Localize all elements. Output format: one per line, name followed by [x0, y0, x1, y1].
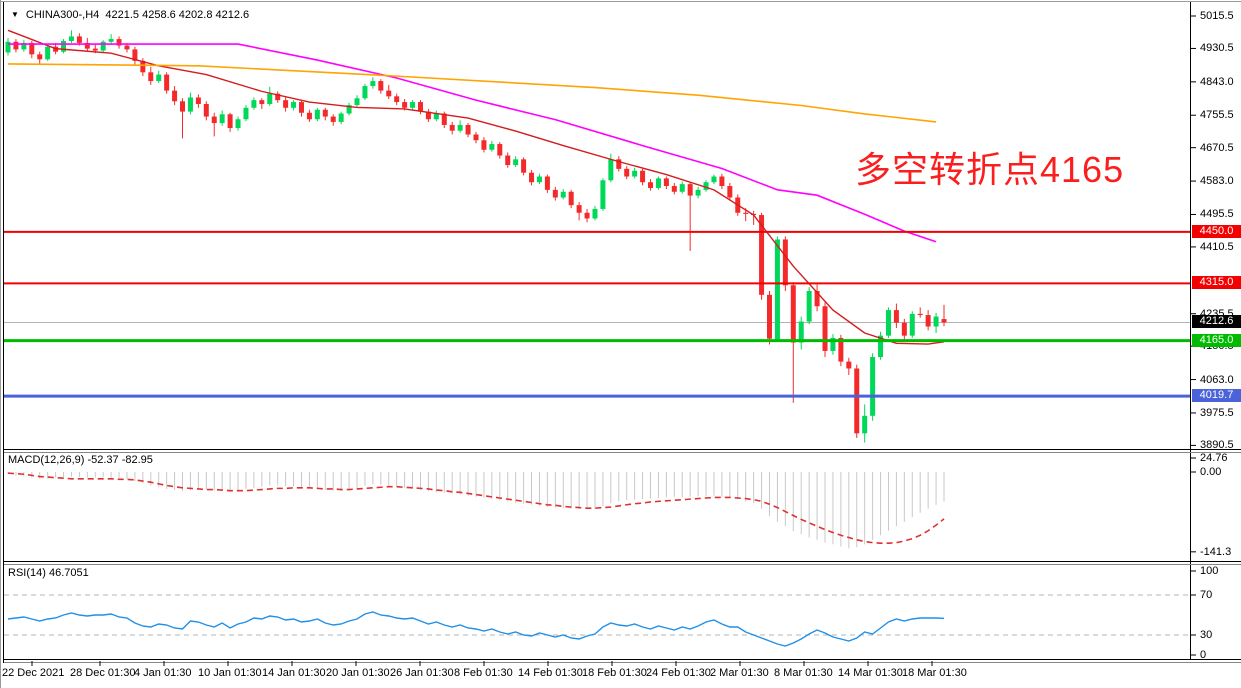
price-tick-label: 4930.5 — [1200, 42, 1234, 55]
price-tick-label: 3890.5 — [1200, 439, 1234, 452]
current-price-badge: 4212.6 — [1192, 315, 1241, 329]
price-tick-label: 5015.5 — [1200, 10, 1234, 22]
chart-title-text: CHINA300-,H4 4221.5 4258.6 4202.8 4212.6 — [25, 9, 250, 21]
macd-tick-label: -141.3 — [1200, 545, 1232, 558]
macd-tick-label: 0.00 — [1200, 466, 1222, 478]
time-axis-label: 14 Mar 01:30 — [838, 667, 903, 679]
symbol-dropdown-icon[interactable]: ▼ — [11, 10, 19, 19]
macd-indicator-label: MACD(12,26,9) -52.37 -82.95 — [8, 454, 153, 466]
time-axis-label: 18 Mar 01:30 — [902, 667, 967, 679]
time-axis-label: 2 Mar 01:30 — [710, 667, 769, 679]
time-axis-label: 20 Jan 01:30 — [326, 667, 390, 679]
time-axis-label: 18 Feb 01:30 — [582, 667, 647, 679]
price-tick-label: 4495.5 — [1200, 208, 1234, 221]
price-tick-label: 4063.0 — [1200, 373, 1234, 386]
time-axis-label: 8 Mar 01:30 — [774, 667, 833, 679]
time-axis-label: 26 Jan 01:30 — [390, 667, 454, 679]
rsi-tick-label: 0 — [1200, 649, 1207, 661]
hline-price-badge: 4165.0 — [1192, 333, 1241, 347]
price-tick-label: 4410.5 — [1200, 240, 1234, 253]
price-tick-label: 3975.5 — [1200, 406, 1234, 419]
time-axis-label: 14 Jan 01:30 — [262, 667, 326, 679]
macd-tick-label: 24.76 — [1200, 452, 1228, 464]
time-axis-label: 4 Jan 01:30 — [134, 667, 192, 679]
time-axis-label: 24 Feb 01:30 — [646, 667, 711, 679]
time-axis-label: 8 Feb 01:30 — [454, 667, 513, 679]
hline-price-badge: 4315.0 — [1192, 276, 1241, 290]
time-axis-label: 28 Dec 01:30 — [70, 667, 136, 679]
rsi-tick-label: 70 — [1200, 589, 1213, 601]
price-tick-label: 4583.0 — [1200, 175, 1234, 188]
price-tick-label: 4843.0 — [1200, 75, 1234, 88]
chart-annotation-text: 多空转折点4165 — [855, 149, 1125, 190]
time-axis-label: 22 Dec 2021 — [2, 667, 65, 679]
chart-title: ▼ CHINA300-,H4 4221.5 4258.6 4202.8 4212.… — [11, 9, 249, 21]
hline-price-badge: 4019.7 — [1192, 389, 1241, 403]
time-axis-label: 10 Jan 01:30 — [198, 667, 262, 679]
hline-price-badge: 4450.0 — [1192, 224, 1241, 238]
price-tick-label: 4670.5 — [1200, 141, 1234, 154]
time-axis-label: 14 Feb 01:30 — [518, 667, 583, 679]
price-tick-label: 4755.5 — [1200, 109, 1234, 122]
rsi-tick-label: 30 — [1200, 629, 1213, 641]
rsi-indicator-label: RSI(14) 46.7051 — [8, 567, 89, 579]
rsi-tick-label: 100 — [1200, 565, 1219, 577]
